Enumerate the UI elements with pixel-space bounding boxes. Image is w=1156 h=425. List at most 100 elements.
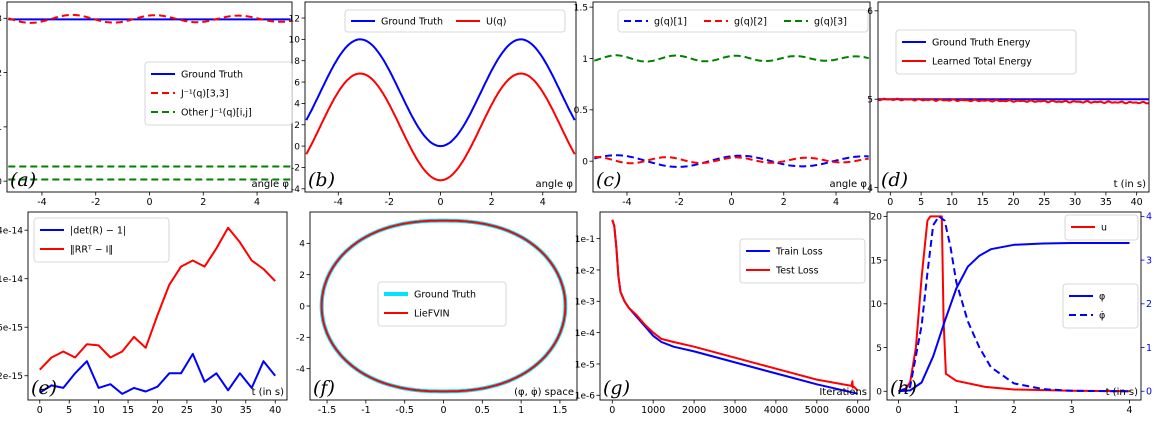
y-tick-label: 10 (289, 36, 301, 46)
x-tick-label: 1 (518, 405, 524, 416)
x-tick-label: -2 (385, 197, 394, 208)
y-tick-label: 2 (0, 69, 2, 79)
x-tick-label: 3000 (723, 405, 747, 416)
series-line-g-q-1- (594, 154, 869, 168)
x-ticks: 0 1 2 3 4 (896, 400, 1132, 416)
x-tick-label: -1 (361, 405, 370, 416)
y-tick-label: 5 (876, 344, 882, 354)
x-tick-label: 30 (210, 405, 222, 416)
panel-a: -4 -2 0 2 4 0 1 2 3 (a) angle φ Ground Truth J⁻¹(q)[… (0, 1, 293, 208)
x-tick-label: 10 (93, 405, 105, 416)
legend-label: U(q) (486, 17, 506, 28)
x-ticks: -4 -2 0 2 4 (622, 192, 839, 208)
plot-frame (309, 211, 578, 401)
y-tick-label: 4 (867, 184, 873, 194)
y-tick-label: -4 (296, 365, 305, 375)
y-tick-label: 2 (299, 271, 305, 281)
x-tick-label: 0 (437, 197, 443, 208)
x-ticks: -1.5 -1 -0.5 0 0.5 1 1.5 (318, 400, 567, 416)
legend-label: ‖RRᵀ − I‖ (70, 245, 113, 256)
y-tick-label: 1.5 (574, 3, 588, 13)
y-tick-label: 1e-1 (575, 235, 595, 245)
panel-label: (e) (31, 377, 57, 399)
panel-f: -1.5 -1 -0.5 0 0.5 1 1.5 -4 -2 0 2 4 (f) (φ, φ̇) spac… (296, 211, 578, 416)
axis-corner-label: angle φ (535, 179, 573, 190)
y-tick-label: 1 (0, 123, 2, 133)
y-tick-label: 6 (867, 7, 873, 17)
y-tick-label: 1e-14 (0, 275, 23, 285)
plot-frame (877, 1, 1150, 193)
legend-label: |det(R) − 1| (70, 226, 126, 237)
plot-frame (27, 211, 288, 401)
x-tick-label: 40 (1131, 197, 1143, 208)
x-tick-label: 20 (151, 405, 163, 416)
x-tick-label: 35 (1100, 197, 1112, 208)
panel-label: (d) (881, 169, 908, 191)
x-ticks: 0 1000 2000 3000 4000 5000 6000 (609, 400, 870, 416)
plot-frame (886, 211, 1142, 401)
y-tick-label: -4 (291, 185, 300, 195)
x-tick-label: 4 (833, 197, 839, 208)
y-tick-label: -2 (296, 334, 305, 344)
x-tick-label: 25 (181, 405, 193, 416)
x-tick-label: 2 (489, 197, 495, 208)
y-ticks: 1e-6 1e-5 1e-4 1e-3 1e-2 1e-1 (575, 235, 600, 402)
y-tick-label: 4 (299, 240, 305, 250)
y-ticks: 0 5 10 15 20 0 1 2 3 4 (871, 212, 1153, 398)
x-tick-label: 35 (240, 405, 252, 416)
y2-tick-label: 0 (1146, 387, 1152, 398)
axis-corner-label: t (in s) (1114, 179, 1147, 190)
x-tick-label: 4000 (764, 405, 788, 416)
y-tick-label: 12 (289, 14, 300, 24)
y-ticks: -4 -2 0 2 4 (296, 240, 310, 375)
y-tick-label: 8 (294, 57, 300, 67)
series-line-liefvin (320, 219, 567, 393)
y-tick-label: 1e-3 (575, 298, 595, 308)
legend: Ground Truth U(q) (344, 9, 566, 33)
x-ticks: -4 -2 0 2 4 (333, 192, 546, 208)
y-tick-label: 1e-5 (575, 360, 595, 370)
y-ticks: -4 -2 0 2 4 6 8 10 12 (289, 14, 305, 195)
axis-corner-label: t (in s) (1106, 387, 1139, 398)
y2-tick-label: 3 (1146, 255, 1152, 266)
x-tick-label: 5 (918, 197, 924, 208)
panel-label: (b) (308, 169, 335, 191)
series-line-test-loss (611, 219, 859, 392)
x-tick-label: 5000 (805, 405, 829, 416)
y-tick-label: 2 (294, 121, 300, 131)
panel-label: (f) (313, 377, 335, 399)
legend-label: Other J⁻¹(q)[i,j] (181, 108, 252, 119)
x-tick-label: 4 (254, 197, 260, 208)
legend-label: φ̇ (1099, 311, 1105, 322)
y-ticks: 0 1 2 3 (0, 15, 7, 187)
legend: u φ φ̇ (1062, 214, 1139, 329)
x-tick-label: 0 (728, 197, 734, 208)
legend-label: Ground Truth Energy (932, 38, 1031, 49)
panel-label: (h) (890, 377, 917, 399)
x-tick-label: 5 (66, 405, 72, 416)
legend-label: LieFVIN (414, 309, 450, 320)
x-tick-label: 0 (896, 405, 902, 416)
y-tick-label: 1e-2 (575, 266, 595, 276)
y-tick-label: 20 (871, 213, 883, 223)
x-ticks: 0 5 10 15 20 25 30 35 40 (887, 192, 1143, 208)
y-ticks: 2e-15 6e-15 1e-14 1.4e-14 (0, 226, 28, 382)
panel-b: -4 -2 0 2 4 -4 -2 0 2 4 6 8 10 12 (b) angle φ Ground Tru… (289, 1, 577, 208)
x-tick-label: 6000 (846, 405, 870, 416)
panel-h: 0 1 2 3 4 0 5 10 15 20 0 1 2 3 4 (h) t (in s) u φ φ̇ (871, 211, 1153, 416)
legend-label: Train Loss (775, 247, 823, 258)
panel-e: 0 5 10 15 20 25 30 35 40 2e-15 6e-15 1e-14 1.4e-14 (e… (0, 211, 288, 416)
x-tick-label: 0 (37, 405, 43, 416)
legend: Ground Truth LieFVIN (377, 281, 507, 327)
y-tick-label: 1.4e-14 (0, 226, 23, 236)
x-tick-label: 2000 (682, 405, 706, 416)
y-tick-label: 0 (582, 157, 588, 167)
legend-label: g(q)[1] (654, 17, 687, 28)
y-tick-label: 0.5 (574, 106, 588, 116)
x-tick-label: -4 (333, 197, 342, 208)
panel-label: (g) (603, 377, 630, 399)
x-tick-label: 0 (887, 197, 893, 208)
x-tick-label: 2 (1011, 405, 1017, 416)
